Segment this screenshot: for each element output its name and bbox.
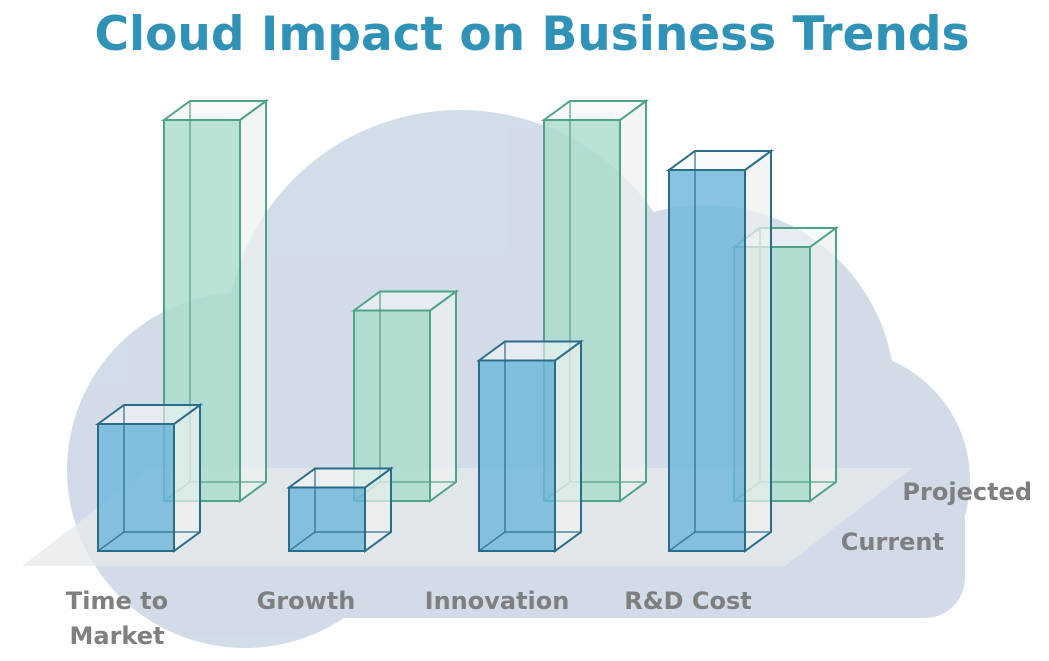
chart-title: Cloud Impact on Business Trends (94, 7, 969, 62)
category-label: R&D Cost (624, 587, 752, 615)
current-series (94, 149, 775, 553)
category-label: Innovation (425, 587, 570, 615)
current-bar (94, 403, 204, 553)
category-label: Time to Market (66, 587, 168, 650)
series-labels: Projected Current (841, 478, 1032, 556)
series-label-current: Current (841, 528, 944, 556)
current-bar (475, 339, 585, 553)
current-bar (285, 466, 395, 553)
current-bar (665, 149, 775, 553)
category-label: Growth (257, 587, 356, 615)
series-label-projected: Projected (902, 478, 1032, 506)
category-labels: Time to Market Growth Innovation R&D Cost (66, 587, 752, 650)
